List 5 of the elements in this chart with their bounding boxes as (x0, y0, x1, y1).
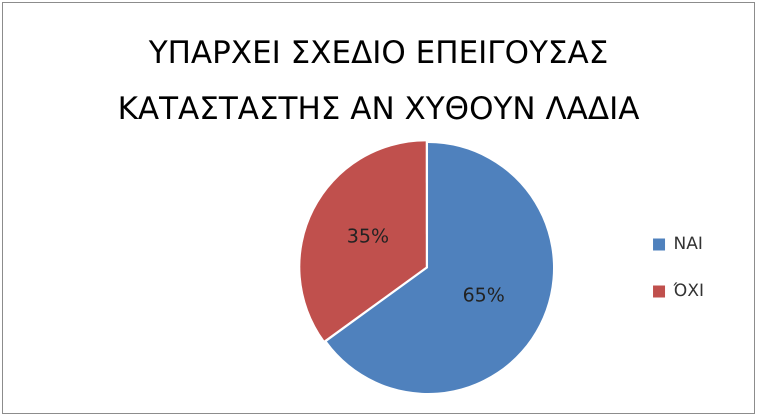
legend-label: ΝΑΙ (674, 234, 703, 254)
chart-title: ΥΠΑΡΧΕΙ ΣΧΕΔΙΟ ΕΠΕΙΓΟΥΣΑΣ ΚΑΤΑΣΤΑΣΤΗΣ ΑΝ ΧΥΘΟΥΝ ΛΑΔΙΑ (116, 34, 640, 129)
legend-label: ΌΧΙ (672, 280, 704, 301)
data-label: 35% (346, 225, 389, 248)
data-label: 65% (462, 284, 505, 306)
